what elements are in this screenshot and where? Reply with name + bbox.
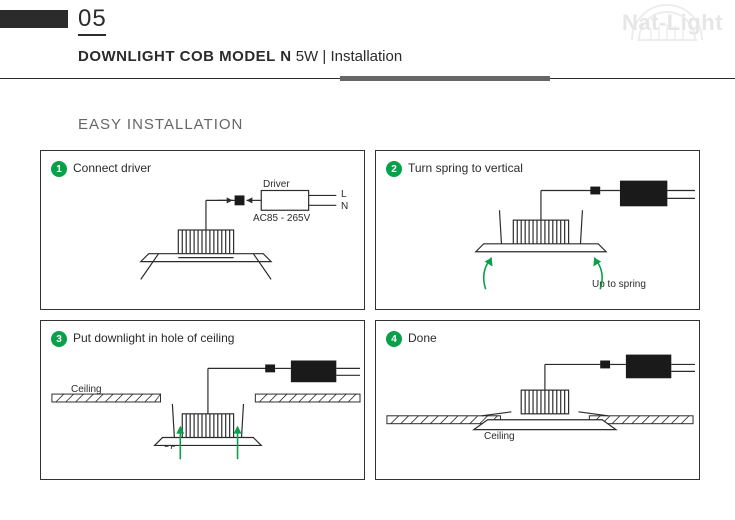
- title-heavy: DOWNLIGHT COB MODEL N: [78, 48, 292, 65]
- panel-2: 2 Turn spring to vertical Up to spring: [375, 150, 700, 310]
- title-section: Installation: [330, 48, 402, 65]
- page-number: 05: [78, 5, 107, 33]
- watermark-text: Nat-Light: [622, 10, 723, 36]
- panel-3: 3 Put downlight in hole of ceiling Ceili…: [40, 320, 365, 480]
- horizontal-rule-accent: [340, 76, 550, 81]
- diagram-3: [41, 321, 364, 479]
- diagram-2: [376, 151, 699, 309]
- panel-4: 4 Done Ceiling: [375, 320, 700, 480]
- page-number-underline: [78, 34, 106, 36]
- diagram-4: [376, 321, 699, 479]
- title-wattage: 5W: [296, 48, 319, 65]
- page-title: DOWNLIGHT COB MODEL N 5W | Installation: [78, 48, 402, 65]
- section-label: EASY INSTALLATION: [78, 116, 243, 133]
- top-accent-bar: [0, 10, 68, 28]
- diagram-1: [41, 151, 364, 309]
- panels-grid: 1 Connect driver Driver AC85 - 265V L N: [40, 150, 700, 480]
- panel-1: 1 Connect driver Driver AC85 - 265V L N: [40, 150, 365, 310]
